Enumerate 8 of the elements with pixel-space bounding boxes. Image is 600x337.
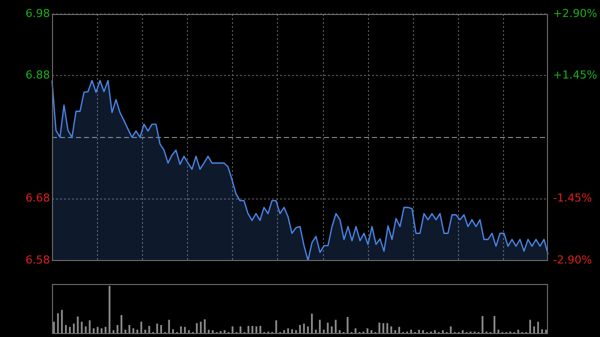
y2-tick-label: -1.45% bbox=[553, 192, 592, 205]
y2-tick-label: +2.90% bbox=[553, 6, 598, 20]
y2-tick-label: +1.45% bbox=[553, 68, 598, 82]
y-tick-label: 6.98 bbox=[26, 6, 50, 20]
y-tick-label: 6.68 bbox=[26, 192, 50, 205]
y-tick-label: 6.58 bbox=[26, 253, 50, 266]
y2-tick-label: -2.90% bbox=[553, 253, 592, 266]
y-tick-label: 6.88 bbox=[26, 68, 50, 82]
